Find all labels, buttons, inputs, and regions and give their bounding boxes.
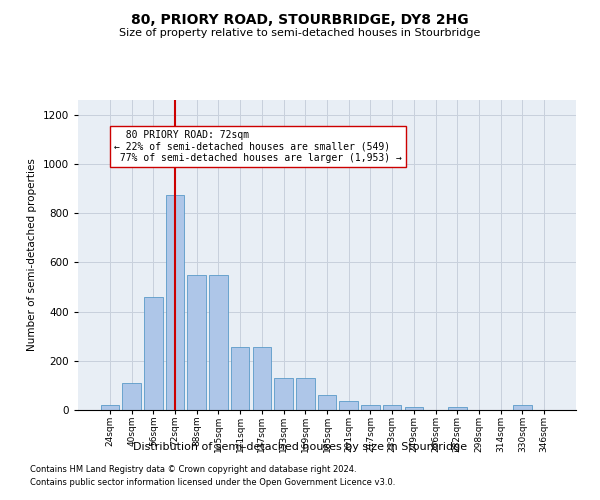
Bar <box>274 378 293 410</box>
Text: 80, PRIORY ROAD, STOURBRIDGE, DY8 2HG: 80, PRIORY ROAD, STOURBRIDGE, DY8 2HG <box>131 12 469 26</box>
Bar <box>231 348 250 410</box>
Bar <box>448 407 467 410</box>
Text: Size of property relative to semi-detached houses in Stourbridge: Size of property relative to semi-detach… <box>119 28 481 38</box>
Text: Contains HM Land Registry data © Crown copyright and database right 2024.: Contains HM Land Registry data © Crown c… <box>30 466 356 474</box>
Bar <box>383 405 401 410</box>
Bar <box>340 402 358 410</box>
Bar <box>122 383 141 410</box>
Bar <box>209 275 227 410</box>
Bar <box>513 405 532 410</box>
Bar <box>361 405 380 410</box>
Bar <box>144 297 163 410</box>
Text: Contains public sector information licensed under the Open Government Licence v3: Contains public sector information licen… <box>30 478 395 487</box>
Bar <box>187 274 206 410</box>
Bar <box>404 407 423 410</box>
Bar <box>101 405 119 410</box>
Text: 80 PRIORY ROAD: 72sqm
← 22% of semi-detached houses are smaller (549)
 77% of se: 80 PRIORY ROAD: 72sqm ← 22% of semi-deta… <box>114 130 402 162</box>
Bar <box>166 194 184 410</box>
Bar <box>296 378 314 410</box>
Text: Distribution of semi-detached houses by size in Stourbridge: Distribution of semi-detached houses by … <box>133 442 467 452</box>
Bar <box>253 348 271 410</box>
Bar <box>318 395 336 410</box>
Y-axis label: Number of semi-detached properties: Number of semi-detached properties <box>27 158 37 352</box>
